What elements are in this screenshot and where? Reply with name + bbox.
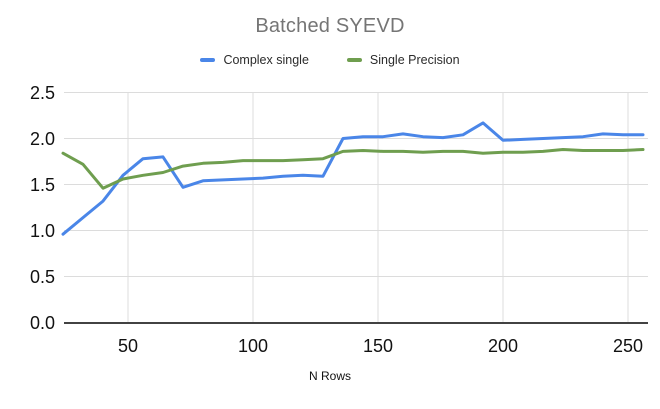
legend-label-single-precision: Single Precision: [369, 53, 460, 67]
legend-swatch-single-precision: [346, 58, 362, 62]
series-line-single-precision: [61, 148, 645, 190]
legend-swatch-complex-single: [200, 58, 216, 62]
legend-label-complex-single: Complex single: [223, 53, 309, 67]
y-tick-label: 0.0: [30, 313, 55, 333]
y-tick-label: 0.5: [30, 267, 55, 287]
series-line-complex-single: [61, 121, 645, 236]
legend-item-complex-single: Complex single: [200, 53, 309, 67]
y-tick-label: 2.5: [30, 83, 55, 103]
x-tick-label: 250: [613, 336, 643, 356]
y-tick-label: 1.0: [30, 221, 55, 241]
x-tick-label: 50: [118, 336, 138, 356]
legend-item-single-precision: Single Precision: [346, 53, 460, 67]
x-tick-label: 100: [238, 336, 268, 356]
x-tick-label: 150: [363, 336, 393, 356]
x-axis-title: N Rows: [308, 369, 351, 383]
chart-title: Batched SYEVD: [255, 15, 405, 37]
legend: Complex single Single Precision: [0, 53, 660, 67]
x-tick-label: 200: [488, 336, 518, 356]
y-tick-label: 2.0: [30, 129, 55, 149]
y-tick-label: 1.5: [30, 175, 55, 195]
